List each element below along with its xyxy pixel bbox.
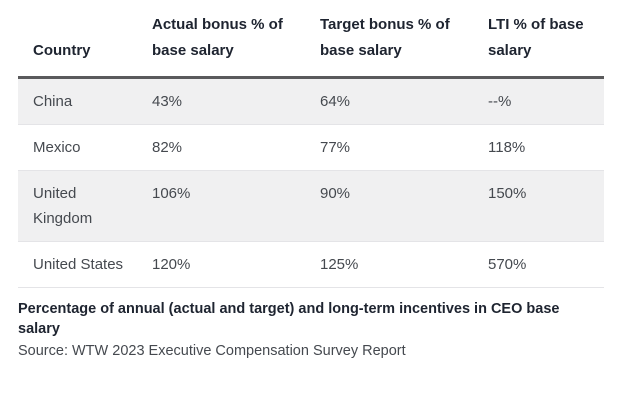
cell-actual-bonus: 106% xyxy=(152,185,191,202)
table-row-china: China 43% 64% --% xyxy=(18,77,604,125)
header-actual-bonus: Actual bonus % of base salary xyxy=(152,16,283,59)
cell-country: Mexico xyxy=(33,139,81,156)
header-lti: LTI % of base salary xyxy=(488,16,584,59)
cell-target-bonus: 77% xyxy=(320,139,351,156)
cell-lti: 118% xyxy=(488,139,526,156)
cell-target-bonus: 125% xyxy=(320,256,359,273)
cell-country: United States xyxy=(33,256,124,273)
cell-actual-bonus: 120% xyxy=(152,256,191,273)
table-row-mexico: Mexico 82% 77% 118% xyxy=(18,125,604,171)
cell-country: United Kingdom xyxy=(33,185,93,227)
table-row-united-states: United States 120% 125% 570% xyxy=(18,242,604,288)
cell-country: China xyxy=(33,93,73,110)
header-country: Country xyxy=(33,42,91,59)
caption-title: Percentage of annual (actual and target)… xyxy=(18,301,560,337)
compensation-table-page: Country Actual bonus % of base salary Ta… xyxy=(18,6,604,361)
cell-lti: 150% xyxy=(488,185,527,202)
ceo-compensation-table: Country Actual bonus % of base salary Ta… xyxy=(18,6,604,288)
caption-source: Source: WTW 2023 Executive Compensation … xyxy=(18,343,406,359)
table-row-united-kingdom: United Kingdom 106% 90% 150% xyxy=(18,170,604,242)
cell-target-bonus: 90% xyxy=(320,185,351,202)
cell-lti: 570% xyxy=(488,256,527,273)
cell-actual-bonus: 43% xyxy=(152,93,183,110)
cell-lti: --% xyxy=(488,93,512,110)
table-caption: Percentage of annual (actual and target)… xyxy=(18,288,604,361)
header-target-bonus: Target bonus % of base salary xyxy=(320,16,450,59)
cell-actual-bonus: 82% xyxy=(152,139,183,156)
cell-target-bonus: 64% xyxy=(320,93,351,110)
table-header-row: Country Actual bonus % of base salary Ta… xyxy=(18,6,604,78)
